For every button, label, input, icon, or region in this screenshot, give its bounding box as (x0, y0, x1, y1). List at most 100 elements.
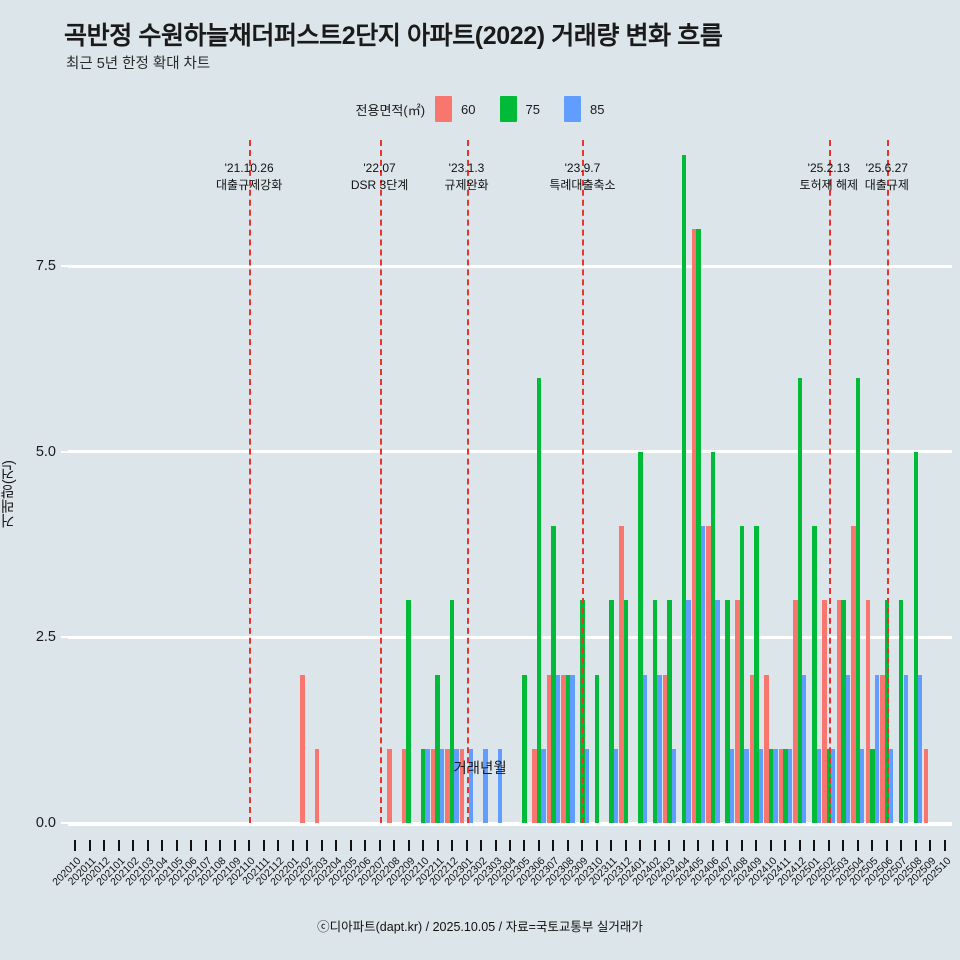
bar[interactable] (706, 526, 711, 823)
bar[interactable] (594, 674, 600, 823)
bar[interactable] (831, 748, 836, 823)
bar[interactable] (812, 526, 817, 823)
bar[interactable] (425, 748, 430, 823)
bar[interactable] (401, 748, 407, 823)
bar[interactable] (609, 600, 614, 823)
bar[interactable] (657, 674, 662, 823)
bar[interactable] (913, 451, 918, 823)
bar[interactable] (787, 748, 792, 823)
bar[interactable] (797, 377, 803, 823)
bar[interactable] (546, 674, 552, 823)
legend-item-60[interactable]: 60 (435, 96, 499, 122)
bar[interactable] (768, 748, 774, 823)
bar[interactable] (889, 748, 894, 823)
bar[interactable] (870, 748, 875, 823)
x-tick-202503 (842, 840, 845, 851)
bar[interactable] (681, 154, 687, 823)
bar[interactable] (671, 748, 677, 823)
bar[interactable] (445, 748, 450, 823)
bar[interactable] (541, 748, 546, 823)
bar[interactable] (735, 600, 740, 823)
bar[interactable] (406, 600, 411, 823)
bar[interactable] (696, 229, 701, 823)
legend-item-85[interactable]: 85 (563, 96, 604, 122)
x-tick-202405 (697, 840, 700, 851)
bar[interactable] (459, 748, 465, 823)
bar[interactable] (845, 674, 850, 823)
x-tick-202509 (929, 840, 932, 851)
bar[interactable] (729, 748, 735, 823)
bar[interactable] (874, 674, 879, 823)
bar[interactable] (802, 674, 807, 823)
legend-item-75[interactable]: 75 (499, 96, 564, 122)
bar[interactable] (662, 674, 668, 823)
bar[interactable] (691, 229, 697, 823)
bar[interactable] (865, 600, 871, 823)
bar[interactable] (570, 674, 575, 823)
event-line-202110 (249, 140, 252, 823)
y-axis-title: 거래량(건) (1, 460, 17, 528)
bar[interactable] (816, 748, 821, 823)
x-tick-202203 (320, 840, 323, 851)
x-tick-202107 (204, 840, 207, 851)
bar[interactable] (700, 526, 706, 823)
bar[interactable] (841, 600, 846, 823)
bar[interactable] (454, 748, 459, 823)
bar[interactable] (623, 600, 629, 823)
bar[interactable] (764, 674, 769, 823)
bar[interactable] (314, 748, 320, 823)
bar[interactable] (483, 748, 488, 823)
bar[interactable] (855, 377, 861, 823)
bar[interactable] (758, 748, 764, 823)
bar[interactable] (497, 748, 503, 823)
bar[interactable] (778, 748, 784, 823)
bar[interactable] (300, 674, 305, 823)
bar[interactable] (561, 674, 566, 823)
event-label-202207: '22.07 DSR 3단계 (351, 160, 408, 194)
bar[interactable] (851, 526, 856, 823)
bar[interactable] (468, 748, 474, 823)
bar[interactable] (899, 600, 904, 823)
bar[interactable] (439, 748, 445, 823)
bar[interactable] (435, 674, 440, 823)
bar[interactable] (652, 600, 658, 823)
bar[interactable] (686, 600, 691, 823)
bar[interactable] (725, 600, 730, 823)
bar[interactable] (387, 748, 392, 823)
bar[interactable] (565, 674, 571, 823)
bar[interactable] (710, 451, 716, 823)
bar[interactable] (903, 674, 908, 823)
x-tick-202508 (914, 840, 917, 851)
x-tick-202505 (871, 840, 874, 851)
bar[interactable] (551, 526, 556, 823)
bar[interactable] (783, 748, 788, 823)
bar[interactable] (619, 526, 624, 823)
bar[interactable] (522, 674, 527, 823)
bar[interactable] (793, 600, 798, 823)
bar[interactable] (749, 674, 755, 823)
bar[interactable] (613, 748, 619, 823)
bar[interactable] (536, 377, 542, 823)
bar[interactable] (430, 748, 436, 823)
bar[interactable] (642, 674, 648, 823)
bar[interactable] (836, 600, 842, 823)
bar[interactable] (420, 748, 426, 823)
bar[interactable] (744, 748, 749, 823)
bar[interactable] (917, 674, 923, 823)
bar[interactable] (754, 526, 759, 823)
bar[interactable] (773, 748, 778, 823)
bar[interactable] (449, 600, 455, 823)
bar[interactable] (860, 748, 865, 823)
event-label-202506: '25.6.27 대출규제 (865, 160, 909, 194)
bar[interactable] (555, 674, 561, 823)
bar[interactable] (532, 748, 537, 823)
bar[interactable] (638, 451, 643, 823)
x-tick-202302 (480, 840, 483, 851)
bar[interactable] (822, 600, 827, 823)
bar[interactable] (923, 748, 929, 823)
bar[interactable] (880, 674, 885, 823)
bar[interactable] (584, 748, 590, 823)
bar[interactable] (715, 600, 720, 823)
bar[interactable] (739, 526, 745, 823)
bar[interactable] (667, 600, 672, 823)
